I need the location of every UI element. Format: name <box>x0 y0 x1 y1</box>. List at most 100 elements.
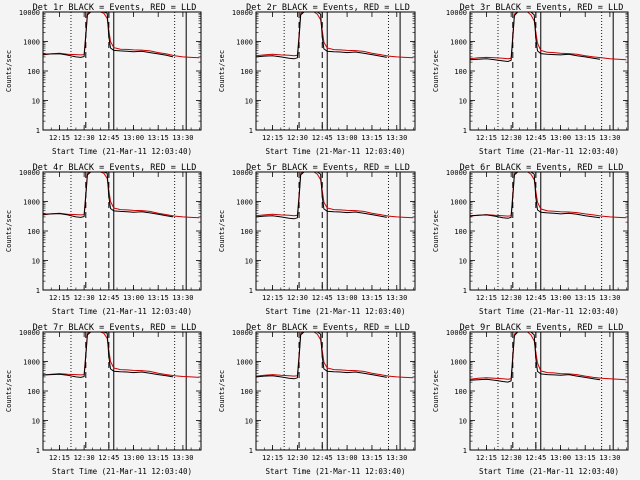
x-tick-label: 13:30 <box>599 134 620 142</box>
x-tick-label: 13:00 <box>123 294 144 302</box>
plot-title: Det 3r BLACK = Events, RED = LLD <box>460 3 624 13</box>
y-tick-label: 10000 <box>446 329 467 337</box>
marker-lines <box>497 172 614 290</box>
x-tick-label: 13:00 <box>550 294 571 302</box>
x-tick-label: 13:15 <box>148 134 169 142</box>
y-tick-label: 100 <box>27 68 40 76</box>
x-tick-label: 12:45 <box>525 134 546 142</box>
x-axis-label: Start Time (21-Mar-11 12:03:40) <box>479 467 619 476</box>
series-group <box>43 12 200 59</box>
x-tick-label: 13:00 <box>337 454 358 462</box>
y-tick-label: 100 <box>454 388 467 396</box>
x-tick-label: 12:30 <box>287 454 308 462</box>
x-tick-label: 12:30 <box>74 134 95 142</box>
x-axis-label: Start Time (21-Mar-11 12:03:40) <box>266 467 406 476</box>
y-tick-label: 1000 <box>23 359 40 367</box>
y-tick-label: 1 <box>249 287 253 295</box>
x-tick-label: 13:15 <box>575 454 596 462</box>
x-axis-label: Start Time (21-Mar-11 12:03:40) <box>52 467 192 476</box>
x-tick-label: 12:15 <box>476 454 497 462</box>
series-line-lld <box>470 172 627 219</box>
plot-panel-5: Det 5r BLACK = Events, RED = LLD Counts/s… <box>218 163 416 316</box>
y-tick-label: 1 <box>463 447 467 455</box>
y-tick-label: 100 <box>454 68 467 76</box>
plot-frame <box>42 331 202 451</box>
y-tick-label: 1000 <box>23 199 40 207</box>
series-line-events <box>470 12 601 63</box>
plot-title: Det 8r BLACK = Events, RED = LLD <box>246 323 410 333</box>
x-tick-label: 12:15 <box>49 134 70 142</box>
y-tick-label: 1000 <box>450 359 467 367</box>
x-tick-label: 13:15 <box>575 294 596 302</box>
x-tick-label: 13:00 <box>550 454 571 462</box>
y-tick-label: 10000 <box>232 9 253 17</box>
x-tick-label: 13:15 <box>361 134 382 142</box>
y-axis-label: Counts/sec <box>218 210 226 252</box>
plot-title: Det 9r BLACK = Events, RED = LLD <box>460 323 624 333</box>
y-tick-label: 100 <box>240 388 253 396</box>
plot-frame <box>469 171 629 291</box>
series-line-events <box>256 332 387 380</box>
plot-panel-4: Det 4r BLACK = Events, RED = LLD Counts/s… <box>5 163 202 316</box>
y-tick-label: 10000 <box>19 169 40 177</box>
series-group <box>43 172 200 219</box>
plot-title: Det 5r BLACK = Events, RED = LLD <box>246 163 410 173</box>
series-line-lld <box>43 332 200 378</box>
x-tick-label: 12:45 <box>98 134 119 142</box>
x-tick-label: 12:45 <box>98 454 119 462</box>
y-tick-label: 1000 <box>23 39 40 47</box>
x-tick-label: 12:30 <box>74 294 95 302</box>
x-tick-label: 12:45 <box>312 454 333 462</box>
series-group <box>43 332 200 378</box>
x-tick-label: 13:00 <box>337 134 358 142</box>
y-tick-label: 10 <box>245 418 253 426</box>
plot-panel-1: Det 1r BLACK = Events, RED = LLD Counts/s… <box>5 3 202 156</box>
y-axis-label: Counts/sec <box>432 370 440 412</box>
y-tick-label: 10000 <box>19 329 40 337</box>
x-tick-label: 13:30 <box>599 294 620 302</box>
y-tick-label: 1000 <box>236 359 253 367</box>
series-line-events <box>470 332 601 383</box>
y-tick-label: 100 <box>454 228 467 236</box>
plot-frame <box>255 171 416 291</box>
x-tick-label: 13:15 <box>148 454 169 462</box>
x-tick-label: 12:45 <box>525 454 546 462</box>
y-axis-label: Counts/sec <box>218 50 226 92</box>
series-group <box>470 172 627 219</box>
y-tick-label: 1 <box>36 447 40 455</box>
x-tick-label: 13:30 <box>599 454 620 462</box>
y-tick-label: 100 <box>240 228 253 236</box>
x-tick-label: 12:30 <box>287 134 308 142</box>
x-axis-label: Start Time (21-Mar-11 12:03:40) <box>479 307 619 316</box>
x-tick-label: 12:15 <box>476 294 497 302</box>
y-tick-label: 1000 <box>236 199 253 207</box>
y-tick-label: 100 <box>27 228 40 236</box>
series-group <box>256 172 414 220</box>
plot-panel-3: Det 3r BLACK = Events, RED = LLD Counts/s… <box>432 3 629 156</box>
y-axis-label: Counts/sec <box>5 50 13 92</box>
y-tick-label: 1 <box>249 127 253 135</box>
series-line-lld <box>256 12 414 59</box>
x-tick-label: 12:15 <box>262 294 283 302</box>
y-tick-label: 100 <box>240 68 253 76</box>
y-axis-label: Counts/sec <box>5 210 13 252</box>
y-tick-label: 1000 <box>450 199 467 207</box>
x-tick-label: 12:15 <box>262 134 283 142</box>
plot-frame <box>469 11 629 131</box>
series-line-lld <box>470 12 627 61</box>
y-tick-label: 10000 <box>19 9 40 17</box>
marker-lines <box>497 12 614 130</box>
plot-title: Det 2r BLACK = Events, RED = LLD <box>246 3 410 13</box>
plot-frame <box>255 331 416 451</box>
series-line-lld <box>256 332 414 379</box>
y-tick-label: 10000 <box>232 169 253 177</box>
series-group <box>256 332 414 380</box>
plot-frame <box>469 331 629 451</box>
x-tick-label: 12:15 <box>262 454 283 462</box>
series-line-events <box>470 172 601 219</box>
plot-panel-7: Det 7r BLACK = Events, RED = LLD Counts/s… <box>5 323 202 476</box>
y-tick-label: 1 <box>249 447 253 455</box>
x-tick-label: 13:00 <box>123 134 144 142</box>
series-line-events <box>256 12 387 60</box>
